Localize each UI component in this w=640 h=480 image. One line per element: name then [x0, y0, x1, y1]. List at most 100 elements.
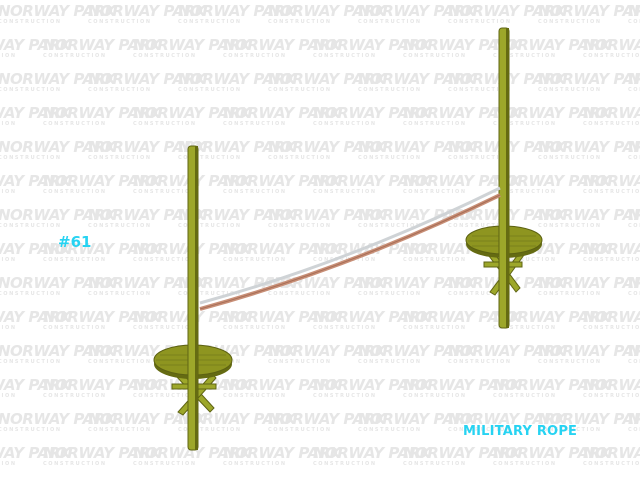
watermark-tagline: CONSTRUCTION [133, 53, 197, 59]
watermark-tagline: CONSTRUCTION [448, 359, 512, 365]
watermark-brand: NORWAY PARK [88, 138, 206, 156]
watermark-brand: NORWAY PARK [268, 206, 386, 224]
watermark-tagline: CONSTRUCTION [43, 393, 107, 399]
watermark-tagline: CONSTRUCTION [43, 189, 107, 195]
watermark-tagline: CONSTRUCTION [223, 393, 287, 399]
watermark-tagline: CONSTRUCTION [628, 87, 640, 93]
watermark-tagline: CONSTRUCTION [0, 121, 17, 127]
watermark-brand: NORWAY PARK [133, 104, 251, 122]
military-rope [199, 186, 501, 311]
watermark-tagline: CONSTRUCTION [628, 223, 640, 229]
watermark-brand: NORWAY PARK [133, 444, 251, 462]
watermark-brand: NORWAY PARK [313, 444, 431, 462]
watermark-tagline: CONSTRUCTION [88, 155, 152, 161]
watermark-tagline: CONSTRUCTION [493, 461, 557, 467]
watermark-tagline: CONSTRUCTION [268, 155, 332, 161]
watermark-tagline: CONSTRUCTION [313, 325, 377, 331]
watermark-tagline: CONSTRUCTION [88, 223, 152, 229]
watermark-brand: NORWAY PARK [0, 342, 116, 360]
watermark-brand: NORWAY PARK [0, 2, 116, 20]
watermark-tagline: CONSTRUCTION [448, 223, 512, 229]
watermark-brand: NORWAY PARK [538, 274, 640, 292]
watermark-brand: NORWAY PARK [628, 206, 640, 224]
watermark-brand: NORWAY PARK [493, 444, 611, 462]
watermark-tagline: CONSTRUCTION [88, 19, 152, 25]
watermark-brand: NORWAY PARK [0, 70, 116, 88]
watermark-tagline: CONSTRUCTION [583, 121, 640, 127]
watermark-tagline: CONSTRUCTION [223, 325, 287, 331]
watermark-brand: NORWAY PARK [358, 138, 476, 156]
watermark-tagline: CONSTRUCTION [358, 359, 422, 365]
watermark-tagline: CONSTRUCTION [403, 257, 467, 263]
watermark-tagline: CONSTRUCTION [358, 291, 422, 297]
item-name-label: MILITARY ROPE [463, 424, 578, 439]
watermark-tagline: CONSTRUCTION [0, 257, 17, 263]
watermark-brand: NORWAY PARK [0, 206, 116, 224]
watermark-tagline: CONSTRUCTION [223, 257, 287, 263]
watermark-brand: NORWAY PARK [0, 410, 116, 428]
watermark-brand: NORWAY PARK [583, 444, 640, 462]
rope-upper-strand [199, 186, 501, 305]
watermark-tagline: CONSTRUCTION [313, 393, 377, 399]
watermark-brand: NORWAY PARK [583, 240, 640, 258]
watermark-brand: NORWAY PARK [43, 172, 161, 190]
watermark-tagline: CONSTRUCTION [403, 393, 467, 399]
watermark-brand: NORWAY PARK [268, 138, 386, 156]
watermark-brand: NORWAY PARK [0, 104, 71, 122]
watermark-brand: NORWAY PARK [43, 308, 161, 326]
watermark-tagline: CONSTRUCTION [178, 223, 242, 229]
watermark-brand: NORWAY PARK [0, 138, 116, 156]
watermark-brand: NORWAY PARK [223, 376, 341, 394]
watermark-brand: NORWAY PARK [448, 410, 566, 428]
watermark-brand: NORWAY PARK [268, 2, 386, 20]
watermark-brand: NORWAY PARK [628, 410, 640, 428]
watermark-tagline: CONSTRUCTION [88, 427, 152, 433]
watermark-tagline: CONSTRUCTION [0, 291, 62, 297]
watermark-tagline: CONSTRUCTION [538, 155, 602, 161]
watermark-tagline: CONSTRUCTION [403, 325, 467, 331]
watermark-tagline: CONSTRUCTION [538, 291, 602, 297]
watermark-brand: NORWAY PARK [493, 308, 611, 326]
watermark-tagline: CONSTRUCTION [583, 189, 640, 195]
watermark-brand: NORWAY PARK [628, 70, 640, 88]
watermark-tagline: CONSTRUCTION [358, 19, 422, 25]
watermark-tagline: CONSTRUCTION [583, 325, 640, 331]
watermark-brand: NORWAY PARK [358, 70, 476, 88]
watermark-brand: NORWAY PARK [43, 104, 161, 122]
watermark-tagline: CONSTRUCTION [628, 291, 640, 297]
watermark-brand: NORWAY PARK [0, 172, 71, 190]
watermark-tagline: CONSTRUCTION [583, 461, 640, 467]
watermark-brand: NORWAY PARK [0, 376, 71, 394]
